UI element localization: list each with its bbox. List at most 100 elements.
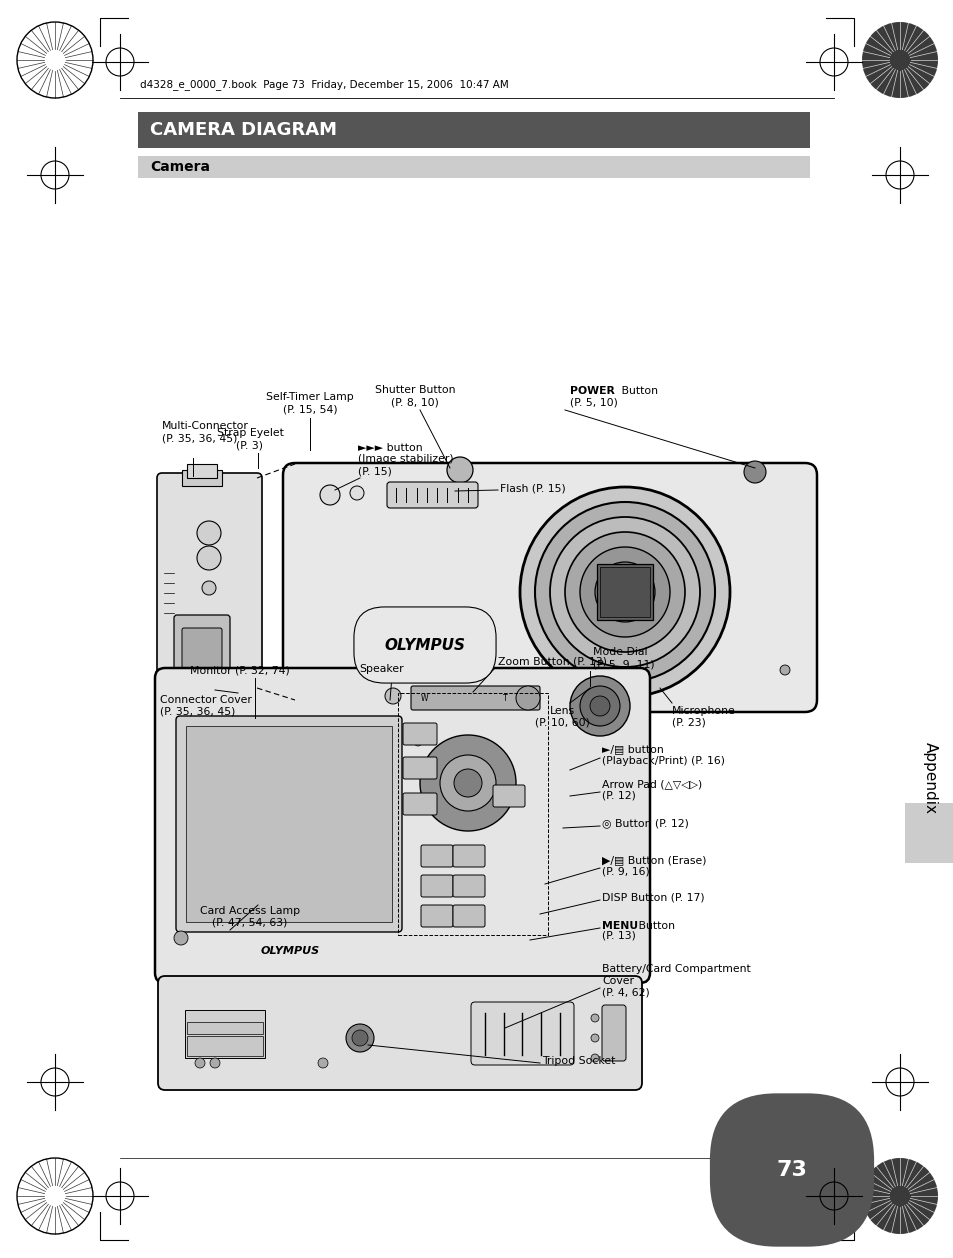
Circle shape <box>385 688 400 704</box>
Text: ►/▤ button
(Playback/Print) (P. 16): ►/▤ button (Playback/Print) (P. 16) <box>601 745 724 766</box>
Text: Arrow Pad (△▽◁▷)
(P. 12): Arrow Pad (△▽◁▷) (P. 12) <box>601 779 701 801</box>
Bar <box>185 1010 265 1058</box>
FancyBboxPatch shape <box>601 1005 625 1060</box>
Bar <box>597 564 652 620</box>
Text: Shutter Button
(P. 8, 10): Shutter Button (P. 8, 10) <box>375 385 455 408</box>
Bar <box>187 1021 263 1034</box>
Text: ◎ Button (P. 12): ◎ Button (P. 12) <box>601 818 688 828</box>
Text: ►►► button
(Image stabilizer)
(P. 15): ►►► button (Image stabilizer) (P. 15) <box>357 443 453 476</box>
Bar <box>138 112 809 148</box>
Circle shape <box>743 460 765 483</box>
Text: Strap Eyelet
(P. 3): Strap Eyelet (P. 3) <box>216 429 283 450</box>
FancyBboxPatch shape <box>157 473 262 693</box>
Circle shape <box>862 1159 937 1234</box>
Circle shape <box>319 486 339 504</box>
Text: POWER: POWER <box>569 386 615 396</box>
Circle shape <box>595 562 655 621</box>
FancyBboxPatch shape <box>411 686 539 710</box>
Text: W: W <box>420 693 428 702</box>
Circle shape <box>579 686 619 726</box>
Circle shape <box>202 581 215 595</box>
FancyBboxPatch shape <box>402 723 436 745</box>
Circle shape <box>173 931 188 945</box>
Circle shape <box>414 738 421 746</box>
Text: Zoom Button (P. 13): Zoom Button (P. 13) <box>497 655 606 665</box>
Circle shape <box>439 755 496 811</box>
Bar <box>599 567 649 616</box>
FancyBboxPatch shape <box>402 757 436 779</box>
Text: OLYMPUS: OLYMPUS <box>260 946 319 956</box>
Circle shape <box>579 547 669 637</box>
Text: (P. 13): (P. 13) <box>601 931 636 941</box>
Text: Microphone
(P. 23): Microphone (P. 23) <box>671 706 735 727</box>
Text: Lens
(P. 10, 60): Lens (P. 10, 60) <box>534 706 589 727</box>
Circle shape <box>317 1058 328 1068</box>
Circle shape <box>519 487 729 697</box>
Text: 73: 73 <box>776 1160 806 1180</box>
Circle shape <box>862 21 937 98</box>
FancyBboxPatch shape <box>453 905 484 927</box>
FancyBboxPatch shape <box>175 716 401 932</box>
Circle shape <box>590 1034 598 1042</box>
Text: Flash (P. 15): Flash (P. 15) <box>499 483 565 493</box>
Circle shape <box>590 1054 598 1062</box>
Circle shape <box>550 517 700 667</box>
FancyBboxPatch shape <box>420 905 453 927</box>
Text: d4328_e_0000_7.book  Page 73  Friday, December 15, 2006  10:47 AM: d4328_e_0000_7.book Page 73 Friday, Dece… <box>140 79 508 91</box>
Circle shape <box>350 486 364 499</box>
Text: Speaker: Speaker <box>359 664 404 674</box>
Bar <box>182 470 222 486</box>
FancyBboxPatch shape <box>402 793 436 815</box>
Circle shape <box>590 1014 598 1021</box>
FancyBboxPatch shape <box>420 845 453 867</box>
Circle shape <box>196 546 221 570</box>
Text: ▶/▤ Button (Erase)
(P. 9, 16): ▶/▤ Button (Erase) (P. 9, 16) <box>601 855 706 877</box>
Bar <box>138 156 809 177</box>
FancyBboxPatch shape <box>387 482 477 508</box>
Text: Battery/Card Compartment
Cover
(P. 4, 62): Battery/Card Compartment Cover (P. 4, 62… <box>601 965 750 998</box>
Bar <box>397 693 547 935</box>
Text: Monitor (P. 32, 74): Monitor (P. 32, 74) <box>190 665 290 676</box>
FancyBboxPatch shape <box>453 876 484 897</box>
Text: T: T <box>502 693 507 702</box>
Text: Button: Button <box>618 386 658 396</box>
Text: Appendix: Appendix <box>922 742 937 814</box>
Bar <box>186 726 392 922</box>
Text: CAMERA DIAGRAM: CAMERA DIAGRAM <box>150 121 336 138</box>
Text: OLYMPUS: OLYMPUS <box>384 638 465 653</box>
Bar <box>187 1037 263 1055</box>
Text: Tripod Socket: Tripod Socket <box>541 1055 615 1066</box>
Circle shape <box>352 1030 368 1045</box>
FancyBboxPatch shape <box>158 976 641 1089</box>
Circle shape <box>447 457 473 483</box>
FancyBboxPatch shape <box>453 845 484 867</box>
Text: Button: Button <box>635 921 675 931</box>
Circle shape <box>589 696 609 716</box>
Text: (P. 5, 10): (P. 5, 10) <box>569 398 618 408</box>
Circle shape <box>569 676 629 736</box>
Text: EN: EN <box>747 1164 764 1176</box>
Text: Card Access Lamp
(P. 47, 54, 63): Card Access Lamp (P. 47, 54, 63) <box>200 906 300 927</box>
Text: MENU: MENU <box>601 921 638 931</box>
Text: Mode Dial
(P. 5, 9, 11): Mode Dial (P. 5, 9, 11) <box>593 648 654 669</box>
Bar <box>187 464 216 478</box>
Text: DISP Button (P. 17): DISP Button (P. 17) <box>601 893 704 903</box>
Circle shape <box>346 1024 374 1052</box>
FancyBboxPatch shape <box>471 1003 574 1066</box>
Text: Connector Cover
(P. 35, 36, 45): Connector Cover (P. 35, 36, 45) <box>160 694 252 717</box>
Text: Multi-Connector
(P. 35, 36, 45): Multi-Connector (P. 35, 36, 45) <box>162 421 249 443</box>
FancyBboxPatch shape <box>420 876 453 897</box>
Circle shape <box>210 1058 220 1068</box>
Circle shape <box>194 1058 205 1068</box>
FancyBboxPatch shape <box>154 668 649 982</box>
Circle shape <box>516 686 539 710</box>
Circle shape <box>419 735 516 832</box>
Circle shape <box>454 769 481 798</box>
FancyBboxPatch shape <box>182 628 222 668</box>
Bar <box>904 803 953 863</box>
Circle shape <box>535 502 714 682</box>
FancyBboxPatch shape <box>283 463 816 712</box>
Text: Camera: Camera <box>150 160 210 174</box>
Circle shape <box>564 532 684 652</box>
Circle shape <box>780 665 789 676</box>
